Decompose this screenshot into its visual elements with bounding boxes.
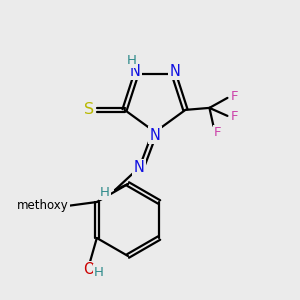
Text: S: S xyxy=(83,102,94,117)
Text: N: N xyxy=(134,160,144,175)
Text: O: O xyxy=(83,262,94,278)
Text: N: N xyxy=(150,128,160,142)
Text: H: H xyxy=(126,54,136,67)
Text: N: N xyxy=(169,64,180,79)
Text: O: O xyxy=(53,199,64,214)
Text: F: F xyxy=(231,110,238,123)
Text: H: H xyxy=(100,185,110,199)
Text: methoxy: methoxy xyxy=(17,199,69,212)
Text: F: F xyxy=(231,90,238,104)
Text: H: H xyxy=(94,266,104,278)
Text: F: F xyxy=(214,126,221,140)
Text: N: N xyxy=(130,64,141,79)
